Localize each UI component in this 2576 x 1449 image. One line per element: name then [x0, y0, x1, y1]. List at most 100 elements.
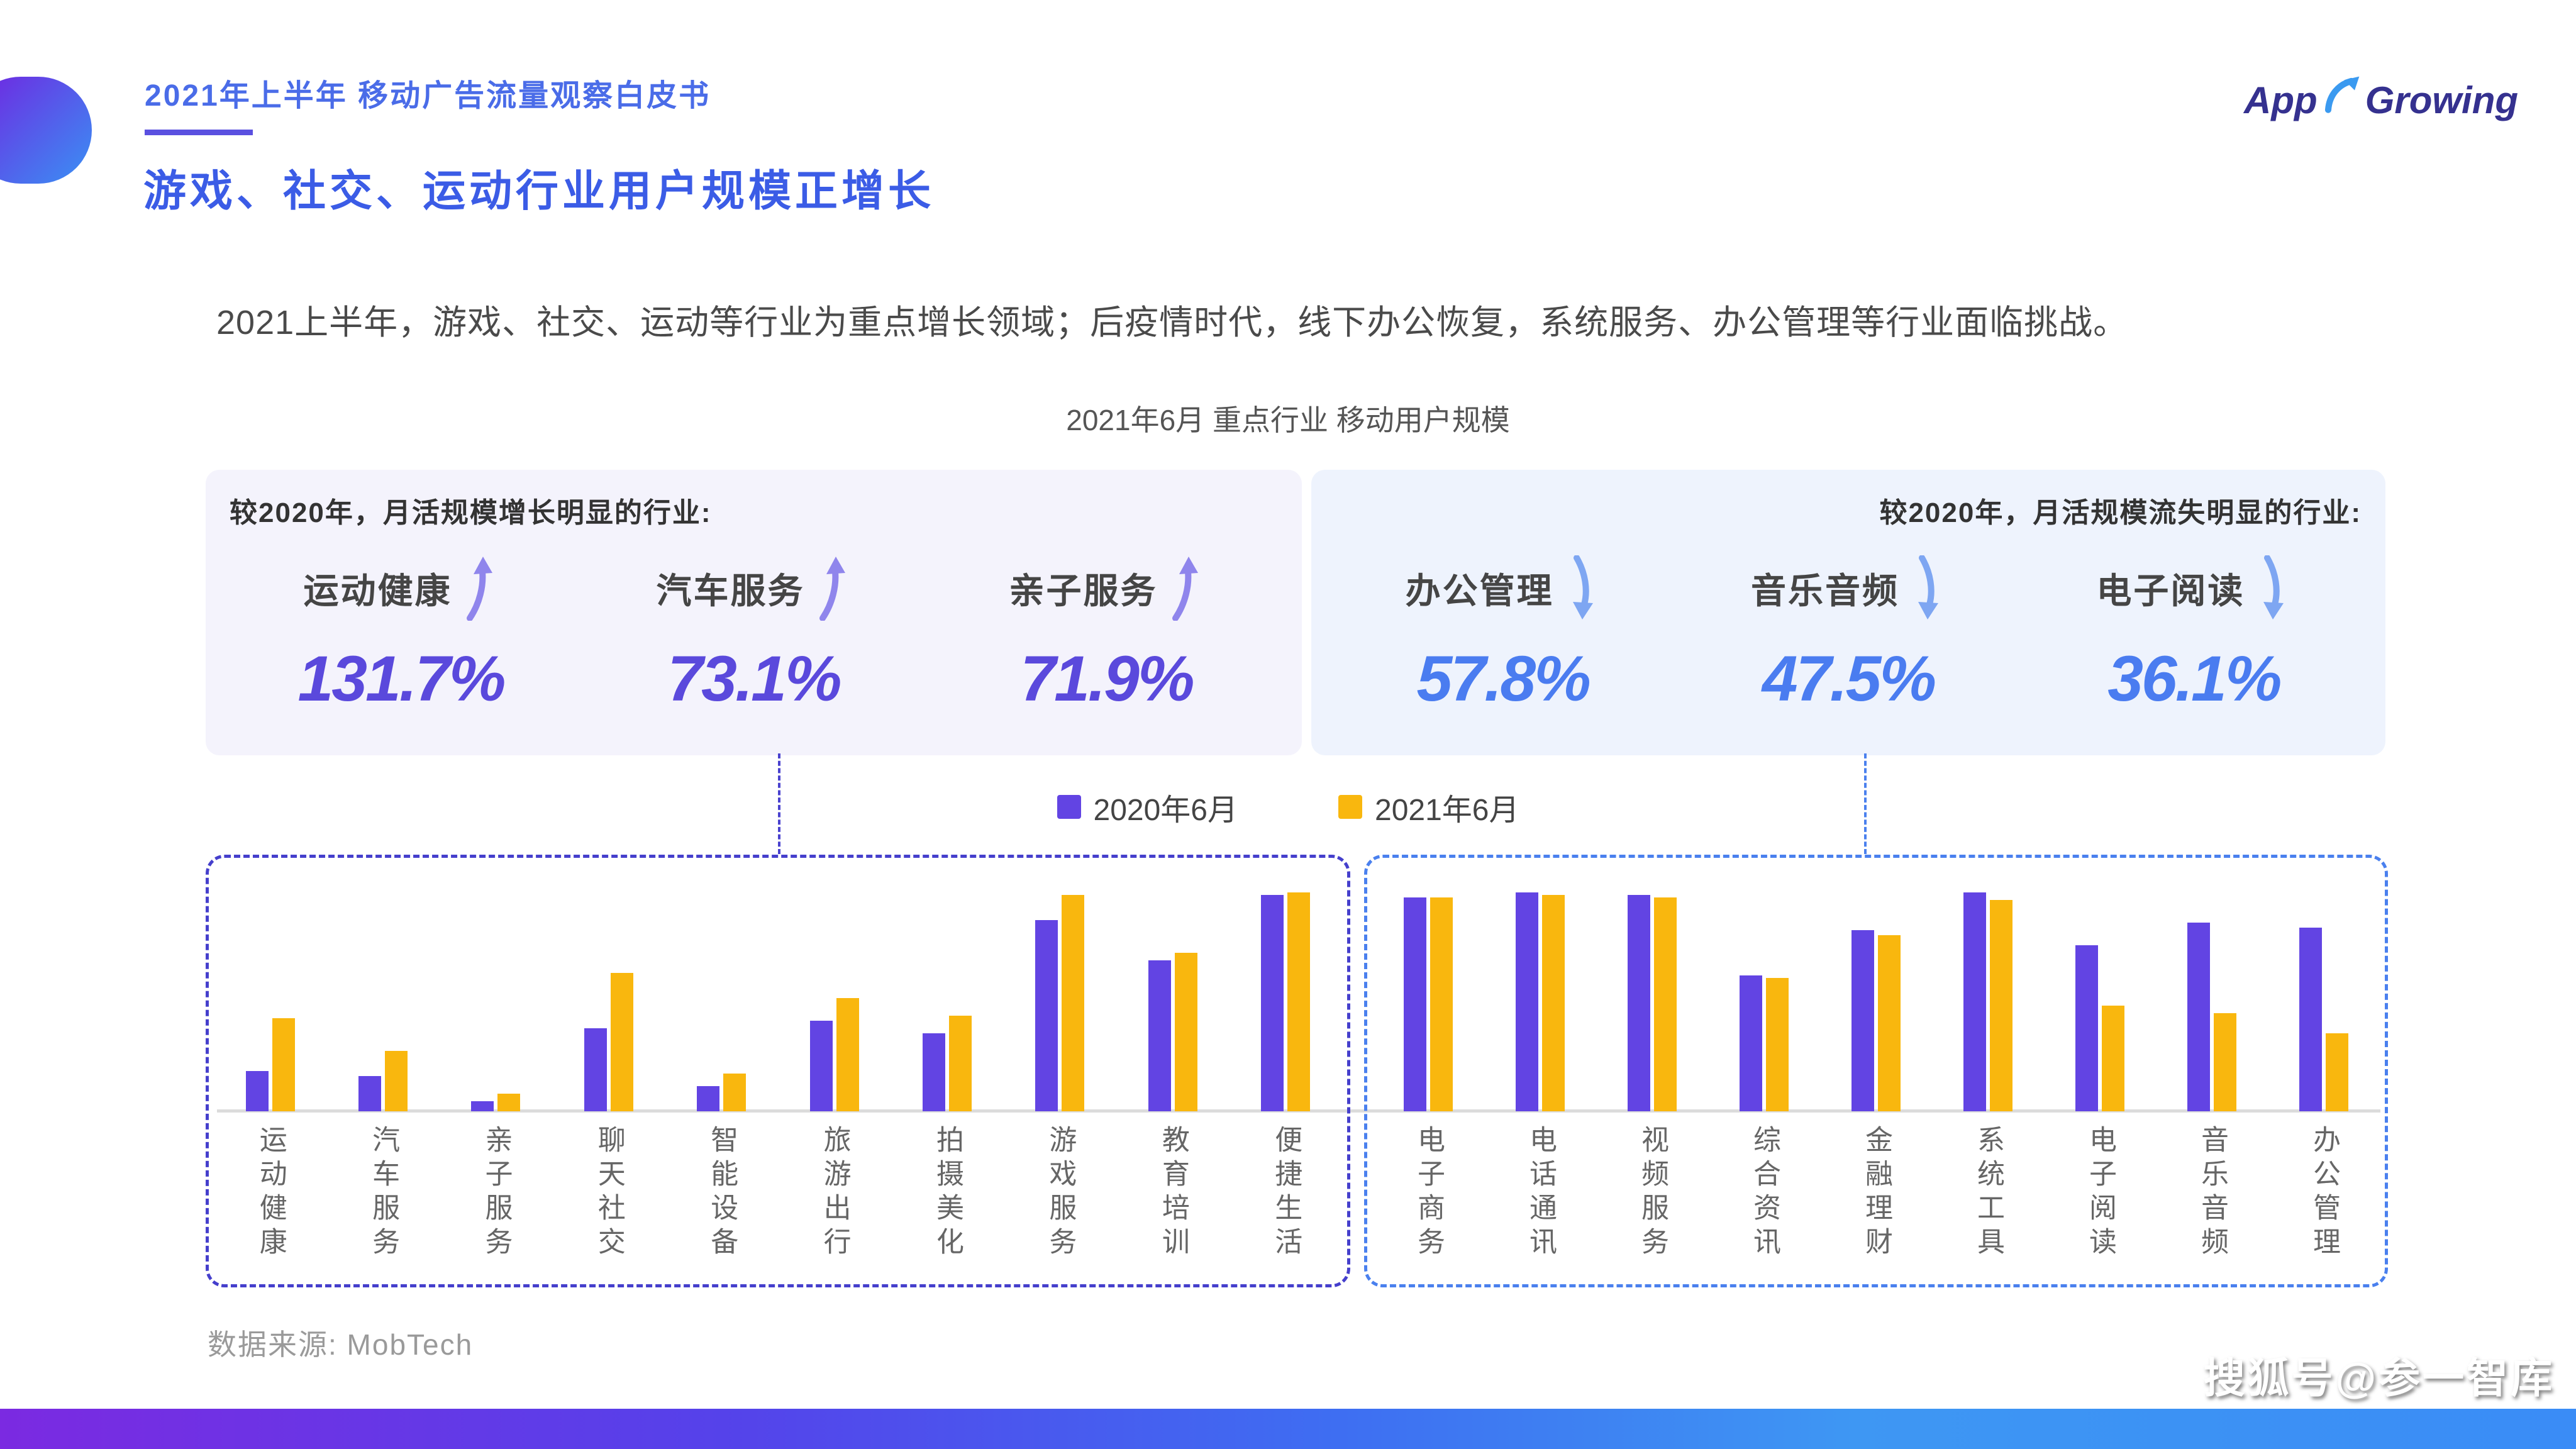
bar-2020年6月	[1740, 975, 1762, 1111]
stat-value: 131.7%	[297, 643, 506, 714]
bar-pair	[2187, 860, 2236, 1111]
down-arrow-icon	[1918, 555, 1938, 619]
growth-chart-box: 运动健康 汽车服务 亲子服务 聊天社交 智能设备 旅游出行 拍摄美化 游戏服务 教育培训 便捷生活	[206, 855, 1350, 1287]
x-axis-label: 旅游出行	[819, 1125, 850, 1261]
decline-bar-groups: 电子商务 电话通讯 视频服务 综合资讯 金融理财 系统工具 电子阅读 音乐音频 办公管理	[1372, 860, 2380, 1279]
bar-2021年6月	[1430, 897, 1453, 1111]
watermark: 搜狐号@参一智库	[2203, 1355, 2555, 1401]
bar-pair	[2075, 860, 2124, 1111]
chart-title: 2021年6月 重点行业 移动用户规模	[1066, 404, 1510, 436]
bar-pair	[1148, 860, 1197, 1111]
x-axis-label: 电子阅读	[2085, 1125, 2116, 1261]
bar-2020年6月	[2075, 945, 2098, 1111]
connector-line-decline	[1864, 753, 1867, 854]
bar-group: 金融理财	[1825, 860, 1927, 1279]
bar-group: 教育培训	[1122, 860, 1224, 1279]
stat-value: 36.1%	[2107, 643, 2282, 714]
bar-group: 运动健康	[219, 860, 321, 1279]
bar-2020年6月	[809, 1021, 833, 1111]
stat-col-office-management: 办公管理 57.8%	[1340, 550, 1667, 716]
bar-group: 旅游出行	[784, 860, 886, 1279]
bar-pair	[1963, 860, 2012, 1111]
decline-panel-heading: 较2020年，月活规模流失明显的行业:	[1879, 497, 2362, 528]
x-axis-label: 聊天社交	[593, 1125, 625, 1261]
bar-2021年6月	[1287, 892, 1311, 1111]
bar-2020年6月	[1261, 895, 1284, 1111]
bar-2020年6月	[1963, 892, 1986, 1111]
x-axis-label: 电子商务	[1413, 1125, 1444, 1261]
bar-2020年6月	[471, 1101, 494, 1111]
bar-pair	[584, 860, 633, 1111]
bar-2020年6月	[2299, 928, 2322, 1111]
bar-pair	[1628, 860, 1677, 1111]
bar-group: 电子阅读	[2049, 860, 2151, 1279]
growth-bar-groups: 运动健康 汽车服务 亲子服务 聊天社交 智能设备 旅游出行 拍摄美化 游戏服务 教育培训 便捷生活	[214, 860, 1342, 1279]
bar-group: 亲子服务	[445, 860, 547, 1279]
bar-2020年6月	[1852, 930, 1874, 1111]
x-axis-label: 电话通讯	[1525, 1125, 1556, 1261]
legend-item-2020: 2020年6月	[1057, 785, 1238, 829]
legend-item-2021: 2021年6月	[1338, 785, 1519, 829]
bar-pair	[1404, 860, 1453, 1111]
stat-value: 47.5%	[1762, 643, 1936, 714]
x-axis-label: 金融理财	[1861, 1125, 1892, 1261]
stat-col-auto-service: 汽车服务 73.1%	[591, 550, 918, 716]
bar-2020年6月	[1516, 892, 1538, 1111]
bar-2021年6月	[2326, 1033, 2348, 1111]
legend-label: 2020年6月	[1093, 794, 1238, 827]
app-growing-arrow-icon	[2324, 76, 2360, 113]
brand-logo: App Growing	[2244, 74, 2518, 126]
decline-panel: 较2020年，月活规模流失明显的行业: 办公管理 57.8% 音乐音频	[1311, 470, 2385, 755]
bar-2021年6月	[1654, 897, 1677, 1111]
chart-legend: 2020年6月 2021年6月	[0, 785, 2576, 829]
bar-group: 拍摄美化	[896, 860, 998, 1279]
legend-label: 2021年6月	[1375, 794, 1519, 827]
bar-pair	[245, 860, 295, 1111]
brand-logo-growing: Growing	[2365, 79, 2518, 121]
bar-2021年6月	[1062, 895, 1085, 1111]
bar-2021年6月	[2102, 1006, 2124, 1111]
intro-text: 2021上半年，游戏、社交、运动等行业为重点增长领域；后疫情时代，线下办公恢复，…	[216, 304, 2128, 341]
decline-chart-box: 电子商务 电话通讯 视频服务 综合资讯 金融理财 系统工具 电子阅读 音乐音频 办公管理	[1364, 855, 2388, 1287]
stat-col-music-audio: 音乐音频 47.5%	[1685, 550, 2012, 716]
bar-2020年6月	[697, 1086, 720, 1111]
bar-group: 视频服务	[1601, 860, 1703, 1279]
down-arrow-icon	[2263, 555, 2284, 619]
stat-value: 71.9%	[1020, 643, 1194, 714]
bar-pair	[2299, 860, 2348, 1111]
stat-col-parenting-service: 亲子服务 71.9%	[943, 550, 1270, 716]
x-axis-label: 音乐音频	[2197, 1125, 2228, 1261]
bar-group: 音乐音频	[2161, 860, 2263, 1279]
stat-label: 音乐音频	[1750, 570, 1899, 611]
x-axis-label: 运动健康	[255, 1125, 286, 1261]
x-axis-label: 视频服务	[1637, 1125, 1668, 1261]
bar-group: 智能设备	[670, 860, 772, 1279]
bar-pair	[923, 860, 972, 1111]
stat-value: 57.8%	[1416, 643, 1591, 714]
bar-group: 系统工具	[1937, 860, 2039, 1279]
bar-2020年6月	[1035, 920, 1058, 1111]
bar-group: 综合资讯	[1713, 860, 1815, 1279]
header-tagline: 2021年上半年 移动广告流量观察白皮书	[145, 79, 711, 113]
growth-panel-heading: 较2020年，月活规模增长明显的行业:	[230, 497, 712, 528]
stat-col-sport-health: 运动健康 131.7%	[238, 550, 565, 716]
x-axis-label: 智能设备	[706, 1125, 738, 1261]
stat-label: 运动健康	[303, 570, 452, 611]
stat-col-ebook-reading: 电子阅读 36.1%	[2030, 550, 2357, 716]
bar-2021年6月	[610, 973, 633, 1111]
x-axis-label: 汽车服务	[368, 1125, 399, 1261]
page-title: 游戏、社交、运动行业用户规模正增长	[143, 167, 935, 215]
bar-2021年6月	[1542, 895, 1565, 1111]
bar-group: 电子商务	[1377, 860, 1479, 1279]
bar-2021年6月	[949, 1016, 972, 1111]
up-arrow-icon	[1172, 557, 1198, 621]
x-axis-label: 综合资讯	[1749, 1125, 1780, 1261]
decline-stats-row: 办公管理 57.8% 音乐音频 47.5%	[1330, 550, 2367, 716]
corner-blob-decoration	[0, 77, 92, 184]
header-underline	[145, 130, 253, 135]
data-source-note: 数据来源: MobTech	[208, 1328, 474, 1361]
bar-2020年6月	[1148, 960, 1171, 1111]
bar-2021年6月	[1878, 935, 1901, 1111]
bar-pair	[1740, 860, 1789, 1111]
